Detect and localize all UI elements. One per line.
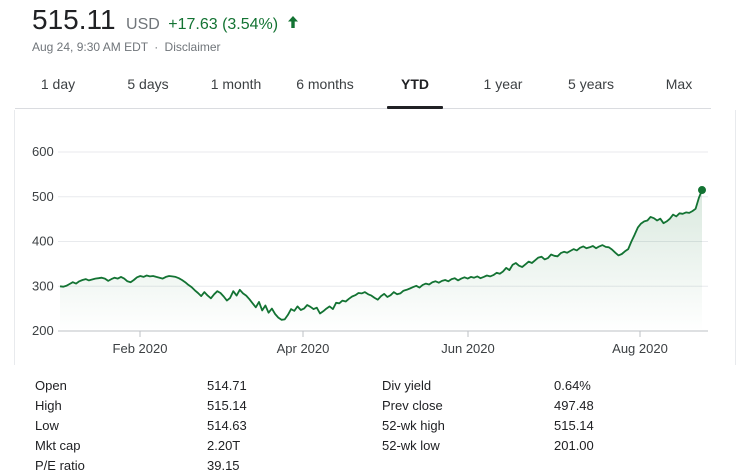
tab-label: 5 years — [568, 76, 614, 92]
latest-price-dot — [698, 186, 706, 195]
tab-label: 1 day — [40, 76, 76, 92]
price-row: 515.11 USD +17.63 (3.54%) — [32, 4, 299, 36]
price-change: +17.63 (3.54%) — [168, 16, 279, 33]
tab-label: 6 months — [296, 76, 354, 92]
tab-6-months[interactable]: 6 months — [291, 62, 359, 108]
tab-5-years[interactable]: 5 years — [561, 62, 621, 108]
stat-value: 514.63 — [207, 418, 247, 433]
meta-separator: · — [154, 40, 159, 54]
quote-meta: Aug 24, 9:30 AM EDT · Disclaimer — [32, 40, 221, 54]
y-tick-label: 300 — [32, 278, 54, 293]
stat-label: Mkt cap — [35, 438, 81, 453]
tab-1-month[interactable]: 1 month — [205, 62, 267, 108]
stat-label: Low — [35, 418, 59, 433]
y-tick-label: 500 — [32, 189, 54, 204]
quote-header: 515.11 USD +17.63 (3.54%) Aug 24, 9:30 A… — [32, 4, 732, 58]
arrow-up-icon — [287, 15, 299, 34]
tab-5-days[interactable]: 5 days — [119, 62, 177, 108]
stat-row-mkt-cap: Mkt cap 2.20T — [35, 436, 335, 456]
x-tick-label: Aug 2020 — [612, 341, 668, 356]
tab-label: 1 year — [483, 76, 523, 92]
tab-label: YTD — [401, 76, 429, 92]
stat-value: 514.71 — [207, 378, 247, 393]
stats-left-column: Open 514.71 High 515.14 Low 514.63 Mkt c… — [35, 376, 335, 476]
stat-row-pe-ratio: P/E ratio 39.15 — [35, 456, 335, 476]
stat-row-prev-close: Prev close 497.48 — [382, 396, 682, 416]
price-chart[interactable]: 600 500 400 300 200 Feb 2020 Apr 2020 Jun 2020 A… — [0, 110, 750, 365]
current-price: 515.11 — [32, 4, 116, 35]
y-tick-label: 200 — [32, 323, 54, 338]
price-line — [59, 189, 703, 321]
stat-value: 0.64% — [554, 378, 591, 393]
stat-value: 515.14 — [554, 418, 594, 433]
tab-1-day[interactable]: 1 day — [31, 62, 85, 108]
stat-value: 497.48 — [554, 398, 594, 413]
y-tick-label: 400 — [32, 234, 54, 249]
stat-row-div-yield: Div yield 0.64% — [382, 376, 682, 396]
x-tick-label: Jun 2020 — [441, 341, 495, 356]
stat-label: 52-wk high — [382, 418, 445, 433]
stat-label: 52-wk low — [382, 438, 440, 453]
y-tick-label: 600 — [32, 144, 54, 159]
x-tick-label: Apr 2020 — [277, 341, 330, 356]
stat-label: P/E ratio — [35, 458, 85, 473]
stat-value: 2.20T — [207, 438, 241, 453]
tab-1-year[interactable]: 1 year — [475, 62, 531, 108]
stat-label: Open — [35, 378, 67, 393]
stat-row-52wk-high: 52-wk high 515.14 — [382, 416, 682, 436]
stat-row-high: High 515.14 — [35, 396, 335, 416]
tab-label: 5 days — [127, 76, 169, 92]
tab-label: Max — [665, 76, 693, 92]
stat-row-low: Low 514.63 — [35, 416, 335, 436]
tab-ytd[interactable]: YTD — [387, 62, 443, 109]
stat-row-52wk-low: 52-wk low 201.00 — [382, 436, 682, 456]
stat-label: High — [35, 398, 62, 413]
tab-max[interactable]: Max — [657, 62, 701, 108]
stat-value: 39.15 — [207, 458, 240, 473]
currency-label: USD — [126, 16, 160, 33]
stat-value: 201.00 — [554, 438, 594, 453]
tab-label: 1 month — [210, 76, 262, 92]
quote-timestamp: Aug 24, 9:30 AM EDT — [32, 40, 148, 54]
stat-value: 515.14 — [207, 398, 247, 413]
stat-label: Div yield — [382, 378, 432, 393]
stat-label: Prev close — [382, 398, 443, 413]
stat-row-open: Open 514.71 — [35, 376, 335, 396]
price-area-fill — [60, 190, 702, 331]
stats-right-column: Div yield 0.64% Prev close 497.48 52-wk … — [382, 376, 682, 456]
chart-frame — [14, 110, 736, 365]
range-tabs: 1 day 5 days 1 month 6 months YTD 1 year… — [15, 62, 711, 109]
disclaimer-link[interactable]: Disclaimer — [164, 40, 221, 54]
x-tick-label: Feb 2020 — [113, 341, 168, 356]
